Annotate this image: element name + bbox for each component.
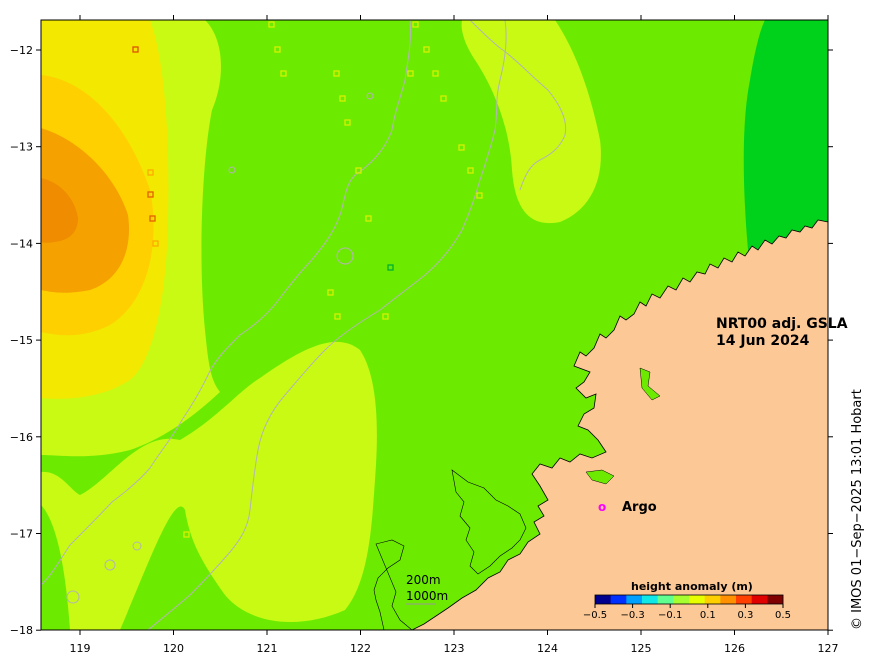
bathymetry-200m bbox=[41, 20, 411, 586]
colorbar-title: height anomaly (m) bbox=[631, 580, 753, 593]
bay-king-sound bbox=[451, 469, 527, 575]
bathymetry-shoal-6 bbox=[66, 590, 80, 604]
obs-marker bbox=[274, 46, 281, 53]
colorbar-swatch bbox=[626, 595, 643, 604]
anomaly-contour-orange-core bbox=[41, 178, 78, 243]
colorbar-labels: −0.5 −0.3 −0.1 0.1 0.3 0.5 bbox=[583, 604, 791, 621]
x-tick-label: 119 bbox=[70, 642, 91, 655]
y-axis: −12 −13 −14 −15 −16 −17 −18 bbox=[10, 44, 833, 637]
map-date: 14 Jun 2024 bbox=[716, 333, 810, 349]
depth-legend-200m: 200m bbox=[406, 573, 441, 587]
obs-marker bbox=[152, 240, 159, 247]
colorbar-swatch bbox=[673, 595, 690, 604]
obs-marker bbox=[149, 215, 156, 222]
colorbar-tick-label: 0.3 bbox=[737, 610, 753, 621]
map-title: NRT00 adj. GSLA bbox=[716, 316, 848, 332]
obs-marker bbox=[407, 70, 414, 77]
bathymetry-shelf-north bbox=[469, 20, 567, 191]
colorbar-swatch bbox=[767, 595, 784, 604]
colorbar bbox=[594, 594, 784, 605]
obs-marker bbox=[333, 70, 340, 77]
bathymetry-shoal-2 bbox=[228, 166, 236, 174]
colorbar-swatch bbox=[610, 595, 627, 604]
colorbar-swatch bbox=[657, 595, 674, 604]
x-tick-label: 126 bbox=[724, 642, 745, 655]
obs-marker bbox=[280, 70, 287, 77]
x-axis: 119 120 121 122 123 124 125 126 127 bbox=[70, 15, 839, 655]
y-tick-label: −16 bbox=[10, 431, 33, 444]
bathymetry-1000m bbox=[147, 20, 507, 630]
x-tick-label: 124 bbox=[537, 642, 558, 655]
obs-marker bbox=[183, 531, 190, 538]
anomaly-contour-bottom-center bbox=[41, 341, 377, 630]
obs-marker bbox=[412, 21, 419, 28]
x-tick-label: 127 bbox=[818, 642, 839, 655]
obs-marker bbox=[382, 313, 389, 320]
obs-marker bbox=[147, 191, 154, 198]
obs-marker bbox=[339, 95, 346, 102]
y-tick-label: −14 bbox=[10, 237, 33, 250]
argo-legend-marker: o bbox=[598, 500, 606, 514]
observation-markers bbox=[132, 21, 483, 538]
colorbar-swatch bbox=[736, 595, 752, 604]
y-tick-label: −18 bbox=[10, 624, 33, 637]
colorbar-tick-label: −0.1 bbox=[658, 610, 682, 621]
credit-text: © IMOS 01−Sep−2025 13:01 Hobart bbox=[850, 389, 865, 630]
obs-marker bbox=[355, 167, 362, 174]
obs-marker bbox=[344, 119, 351, 126]
land-mass bbox=[411, 219, 828, 630]
x-tick-label: 125 bbox=[631, 642, 652, 655]
anomaly-contour-orange bbox=[41, 128, 130, 293]
colorbar-tick-label: −0.5 bbox=[583, 610, 607, 621]
obs-marker bbox=[147, 169, 154, 176]
colorbar-swatch bbox=[595, 595, 611, 604]
obs-marker bbox=[132, 46, 139, 53]
colorbar-tick-label: 0.5 bbox=[775, 610, 791, 621]
anomaly-contour-top-right-lobe bbox=[461, 20, 601, 224]
obs-marker bbox=[334, 313, 341, 320]
x-tick-label: 120 bbox=[163, 642, 184, 655]
obs-marker bbox=[423, 46, 430, 53]
depth-legend-1000m: 1000m bbox=[406, 589, 448, 603]
obs-marker bbox=[432, 70, 439, 77]
y-tick-label: −17 bbox=[10, 528, 33, 541]
obs-marker bbox=[440, 95, 447, 102]
y-tick-label: −13 bbox=[10, 141, 33, 154]
y-tick-label: −15 bbox=[10, 334, 33, 347]
x-tick-label: 122 bbox=[350, 642, 371, 655]
bathymetry-shoal-4 bbox=[132, 541, 142, 551]
obs-marker bbox=[387, 264, 394, 271]
obs-marker bbox=[268, 21, 275, 28]
bathymetry-shoal-3 bbox=[366, 92, 374, 100]
colorbar-swatch bbox=[642, 595, 658, 604]
obs-marker bbox=[467, 167, 474, 174]
bathymetry-contours bbox=[41, 20, 567, 630]
bathymetry-shoal-5 bbox=[104, 559, 116, 571]
colorbar-swatch bbox=[689, 595, 705, 604]
plot-frame bbox=[40, 19, 829, 631]
inlet-2 bbox=[639, 367, 661, 401]
inlet-1 bbox=[585, 469, 615, 485]
colorbar-tick-label: 0.1 bbox=[700, 610, 716, 621]
obs-marker bbox=[365, 215, 372, 222]
x-tick-label: 121 bbox=[257, 642, 278, 655]
colorbar-tick-label: −0.3 bbox=[620, 610, 644, 621]
colorbar-swatch bbox=[704, 595, 721, 604]
bay-sw bbox=[373, 539, 413, 630]
colorbar-frame bbox=[594, 594, 784, 605]
obs-marker bbox=[458, 144, 465, 151]
y-tick-label: −12 bbox=[10, 44, 33, 57]
bathymetry-shoal-1 bbox=[336, 247, 354, 265]
x-tick-label: 123 bbox=[444, 642, 465, 655]
obs-marker bbox=[476, 192, 483, 199]
plot-area bbox=[41, 20, 828, 630]
colorbar-swatch bbox=[751, 595, 768, 604]
argo-legend-label: Argo bbox=[622, 500, 657, 515]
obs-marker bbox=[327, 289, 334, 296]
colorbar-swatch bbox=[720, 595, 737, 604]
